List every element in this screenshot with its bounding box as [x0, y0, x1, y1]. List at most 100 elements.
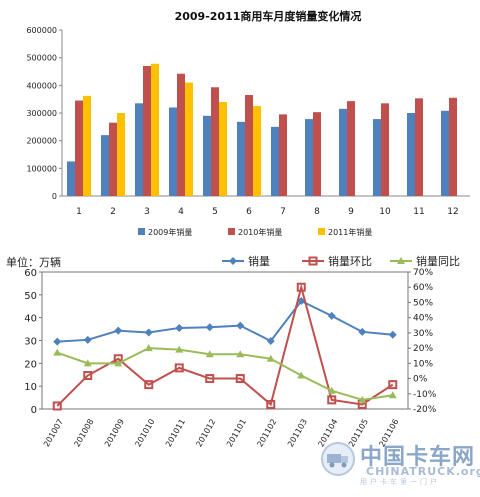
unit-label: 单位：万辆 — [6, 255, 61, 269]
watermark-chinese-text: 中国卡车网 — [360, 444, 476, 470]
data-point — [388, 330, 397, 339]
bar — [279, 114, 287, 196]
data-point — [83, 335, 92, 344]
data-point — [175, 323, 184, 332]
x-tick-label: 2 — [110, 207, 116, 217]
x-tick-label: 201008 — [72, 418, 95, 449]
y-tick-label: 200000 — [26, 137, 57, 146]
bar — [169, 107, 177, 196]
right-y-tick-label: 40% — [413, 314, 433, 324]
bar — [117, 113, 125, 196]
legend-swatch — [228, 228, 235, 235]
legend-label: 销量 — [248, 254, 270, 268]
legend-swatch — [138, 228, 145, 235]
legend-label: 2011年销量 — [328, 227, 372, 237]
bar — [67, 161, 75, 196]
right-y-tick-label: 50% — [413, 298, 433, 308]
x-tick-label: 6 — [246, 207, 252, 217]
x-tick-label: 12 — [447, 207, 458, 217]
data-point — [327, 311, 336, 320]
bar — [203, 115, 211, 196]
x-tick-label: 201007 — [42, 418, 65, 449]
x-tick-label: 4 — [178, 207, 184, 217]
left-y-tick-label: 20 — [24, 359, 37, 370]
bar — [373, 119, 381, 196]
data-point — [327, 395, 337, 405]
x-tick-label: 201010 — [133, 418, 156, 449]
data-point — [144, 380, 154, 390]
bar — [407, 113, 415, 196]
data-point — [297, 296, 306, 305]
series-line — [56, 347, 393, 401]
data-point — [236, 350, 245, 358]
x-tick-label: 5 — [212, 207, 218, 217]
data-point — [144, 328, 153, 337]
bar — [237, 121, 245, 196]
right-y-tick-label: 20% — [413, 344, 433, 354]
bar — [271, 126, 279, 196]
legend-swatch — [318, 228, 325, 235]
right-y-tick-label: 10% — [413, 359, 433, 369]
series-line — [57, 299, 393, 343]
data-point — [114, 326, 123, 335]
y-tick-label: 600000 — [26, 26, 57, 35]
bar — [143, 65, 151, 196]
right-y-tick-label: 70% — [413, 268, 433, 278]
bar — [185, 82, 193, 196]
right-y-tick-label: 0% — [413, 375, 428, 385]
legend-label: 销量环比 — [328, 254, 372, 268]
bar — [219, 101, 227, 196]
left-y-tick-label: 50 — [24, 291, 37, 302]
data-point — [144, 344, 153, 352]
bar — [305, 119, 313, 196]
bar — [101, 135, 109, 196]
bar — [177, 73, 185, 196]
right-y-tick-label: -10% — [413, 390, 437, 400]
data-point — [397, 257, 405, 264]
x-tick-label: 11 — [413, 207, 424, 217]
bar — [381, 103, 389, 196]
data-point — [266, 354, 275, 362]
data-point — [358, 395, 367, 403]
data-point — [205, 323, 214, 332]
data-point — [266, 399, 276, 409]
legend-label: 2009年销量 — [148, 227, 192, 237]
data-point — [114, 359, 123, 367]
left-y-tick-label: 60 — [24, 268, 37, 279]
data-point — [327, 386, 336, 394]
data-point — [205, 350, 214, 358]
x-tick-label: 201101 — [225, 418, 248, 449]
right-y-tick-label: -20% — [413, 405, 437, 415]
data-point — [53, 348, 62, 356]
data-point — [388, 380, 398, 390]
data-point — [296, 282, 306, 292]
x-tick-label: 1 — [76, 207, 82, 217]
data-point — [388, 391, 397, 399]
data-point — [83, 371, 93, 381]
left-y-tick-label: 10 — [24, 382, 37, 393]
watermark-url-text: CHINATRUCK.org — [366, 465, 480, 478]
chart-title: 2009-2011商用车月度销量变化情况 — [175, 9, 362, 23]
x-tick-label: 201012 — [194, 418, 217, 449]
data-point — [236, 321, 245, 330]
data-point — [83, 359, 92, 367]
bar — [151, 63, 159, 197]
left-y-tick-label: 0 — [31, 405, 37, 416]
legend-label: 销量同比 — [416, 254, 460, 268]
chinatruck-watermark: 中国卡车网 CHINATRUCK.org 用户卡车第一门户 — [320, 437, 480, 487]
data-point — [308, 256, 318, 266]
bar — [245, 95, 253, 196]
data-point — [235, 374, 245, 384]
left-y-tick-label: 40 — [24, 314, 37, 325]
y-tick-label: 400000 — [26, 81, 57, 90]
data-point — [174, 363, 184, 373]
data-point — [52, 401, 62, 411]
right-y-tick-label: 60% — [413, 283, 433, 293]
bar — [211, 87, 219, 196]
monthly-sales-bar-chart: 2009-2011商用车月度销量变化情况 0 100000 200000 300000 4… — [26, 9, 470, 237]
x-tick-label: 201102 — [255, 418, 278, 449]
bar — [449, 97, 457, 196]
bar — [415, 98, 423, 196]
x-tick-label: 8 — [314, 207, 320, 217]
y-tick-label: 100000 — [26, 164, 57, 173]
